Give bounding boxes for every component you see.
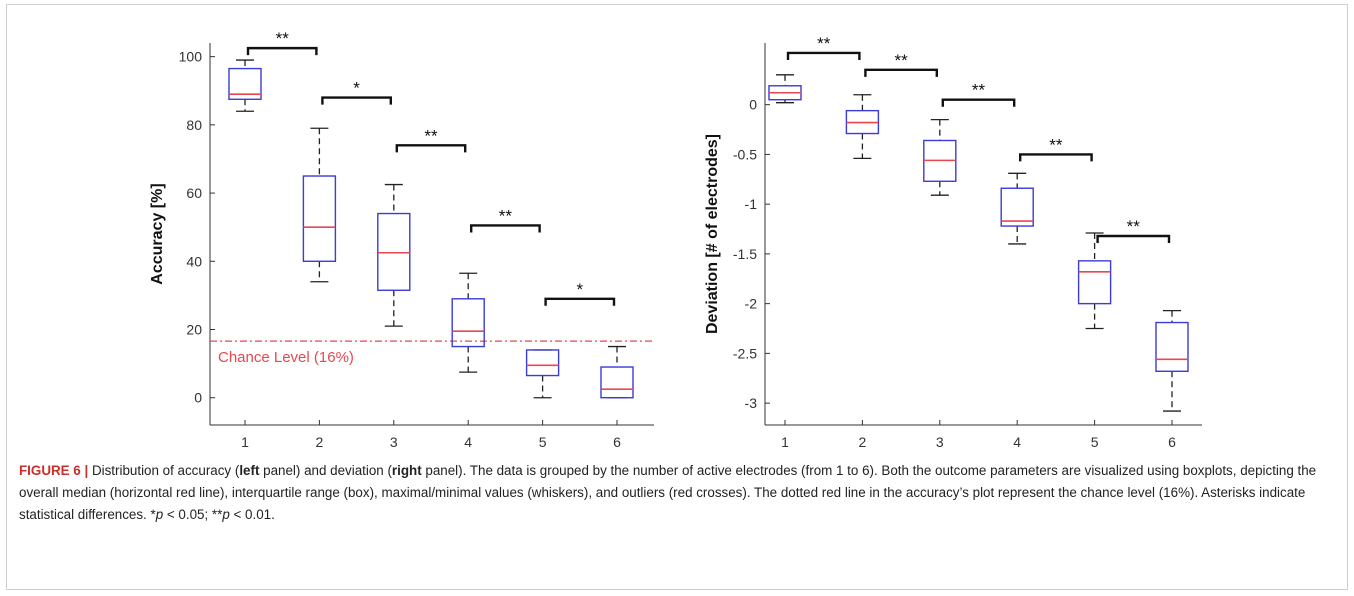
significance-bracket [1096,234,1171,243]
deviation-y-tick-label: -1 [745,196,758,212]
deviation-y-tick-label: 0 [749,97,757,113]
deviation-y-tick-label: -0.5 [733,146,757,162]
deviation-y-tick-label: -3 [745,395,758,411]
accuracy-x-tick-label: 2 [316,434,324,450]
deviation-box-6 [1155,309,1189,412]
significance-label: ** [817,34,831,53]
accuracy-x-tick-label: 5 [539,434,547,450]
accuracy-significance-5-6: * [544,280,616,306]
iqr-box [1155,321,1189,372]
deviation-plot: 0-0.5-1-1.5-2-2.5-3123456Active Electrod… [704,34,1202,450]
deviation-box-3 [923,118,957,196]
accuracy-plot: 020406080100123456Active ElectrodesAccur… [149,29,654,450]
accuracy-significance-4-5: ** [470,206,541,233]
accuracy-x-tick-label: 1 [241,434,249,450]
significance-bracket [544,297,616,306]
significance-label: * [576,280,583,299]
significance-bracket [864,68,938,77]
deviation-significance-1-2: ** [786,34,861,60]
significance-label: ** [499,206,513,225]
accuracy-significance-2-3: * [321,79,392,105]
chance-level-label: Chance Level (16%) [218,349,354,366]
significance-label: ** [424,126,438,145]
figure-container: 020406080100123456Active ElectrodesAccur… [6,4,1348,590]
deviation-box-2 [845,94,880,160]
significance-label: ** [894,51,908,70]
significance-bracket [470,224,541,233]
accuracy-y-tick-label: 40 [186,253,202,269]
caption-text-4: < 0.05; ** [163,507,223,522]
significance-bracket [1019,153,1093,162]
significance-label: ** [1127,217,1141,236]
caption-italic-p2: p [222,507,230,522]
deviation-y-axis-title: Deviation [# of electrodes] [704,134,721,334]
iqr-box [1077,260,1112,305]
iqr-box [228,67,262,100]
deviation-box-5 [1077,232,1112,330]
deviation-significance-2-3: ** [864,51,938,77]
significance-bracket [395,144,467,153]
deviation-x-tick-label: 5 [1091,434,1099,450]
accuracy-y-tick-label: 60 [186,185,202,201]
iqr-box [451,298,485,348]
caption-text-3: panel). The data is grouped by the numbe… [19,463,1317,522]
caption-italic-p1: p [155,507,164,522]
accuracy-significance-1-2: ** [246,29,318,56]
iqr-box [377,212,411,291]
figure-caption: FIGURE 6 | Distribution of accuracy (lef… [19,460,1334,526]
accuracy-y-tick-label: 20 [186,322,202,338]
figure-label: FIGURE 6 | [19,463,89,478]
accuracy-x-tick-label: 4 [464,434,472,450]
deviation-significance-4-5: ** [1019,135,1093,162]
significance-label: ** [972,81,986,100]
accuracy-box-5 [525,349,560,399]
deviation-x-tick-label: 2 [859,434,867,450]
accuracy-x-tick-label: 6 [613,434,621,450]
significance-label: * [353,79,360,98]
accuracy-y-axis-title: Accuracy [%] [149,183,166,284]
caption-bold-right: right [391,463,422,478]
caption-text-2: panel) and deviation ( [259,463,392,478]
significance-bracket [786,51,861,60]
significance-bracket [941,98,1016,107]
deviation-x-tick-label: 4 [1013,434,1021,450]
boxplot-figure: 020406080100123456Active ElectrodesAccur… [149,29,1202,450]
deviation-box-4 [1000,172,1034,245]
deviation-x-tick-label: 3 [936,434,944,450]
deviation-y-tick-label: -1.5 [733,246,757,262]
deviation-y-tick-label: -2 [745,296,758,312]
accuracy-x-tick-label: 3 [390,434,398,450]
accuracy-box-2 [302,127,337,283]
significance-label: ** [276,29,290,48]
significance-bracket [246,46,318,56]
caption-text-5: < 0.01. [229,507,275,522]
deviation-box-1 [768,74,802,104]
caption-bold-left: left [239,463,260,478]
deviation-significance-3-4: ** [941,81,1016,107]
accuracy-y-tick-label: 80 [186,117,202,133]
accuracy-box-1 [228,59,262,112]
iqr-box [1000,187,1034,227]
accuracy-box-6 [600,345,634,399]
deviation-x-tick-label: 6 [1168,434,1176,450]
deviation-x-tick-label: 1 [781,434,789,450]
significance-bracket [321,96,392,105]
caption-text-1: Distribution of accuracy ( [88,463,240,478]
accuracy-y-tick-label: 100 [179,49,203,65]
deviation-y-tick-label: -2.5 [733,345,757,361]
iqr-box [302,175,337,262]
accuracy-significance-3-4: ** [395,126,467,153]
accuracy-box-4 [451,272,485,373]
deviation-significance-5-6: ** [1096,217,1171,243]
iqr-box [525,349,560,377]
accuracy-box-3 [377,183,411,327]
iqr-box [600,366,634,399]
accuracy-y-tick-label: 0 [194,390,202,406]
significance-label: ** [1049,135,1063,154]
